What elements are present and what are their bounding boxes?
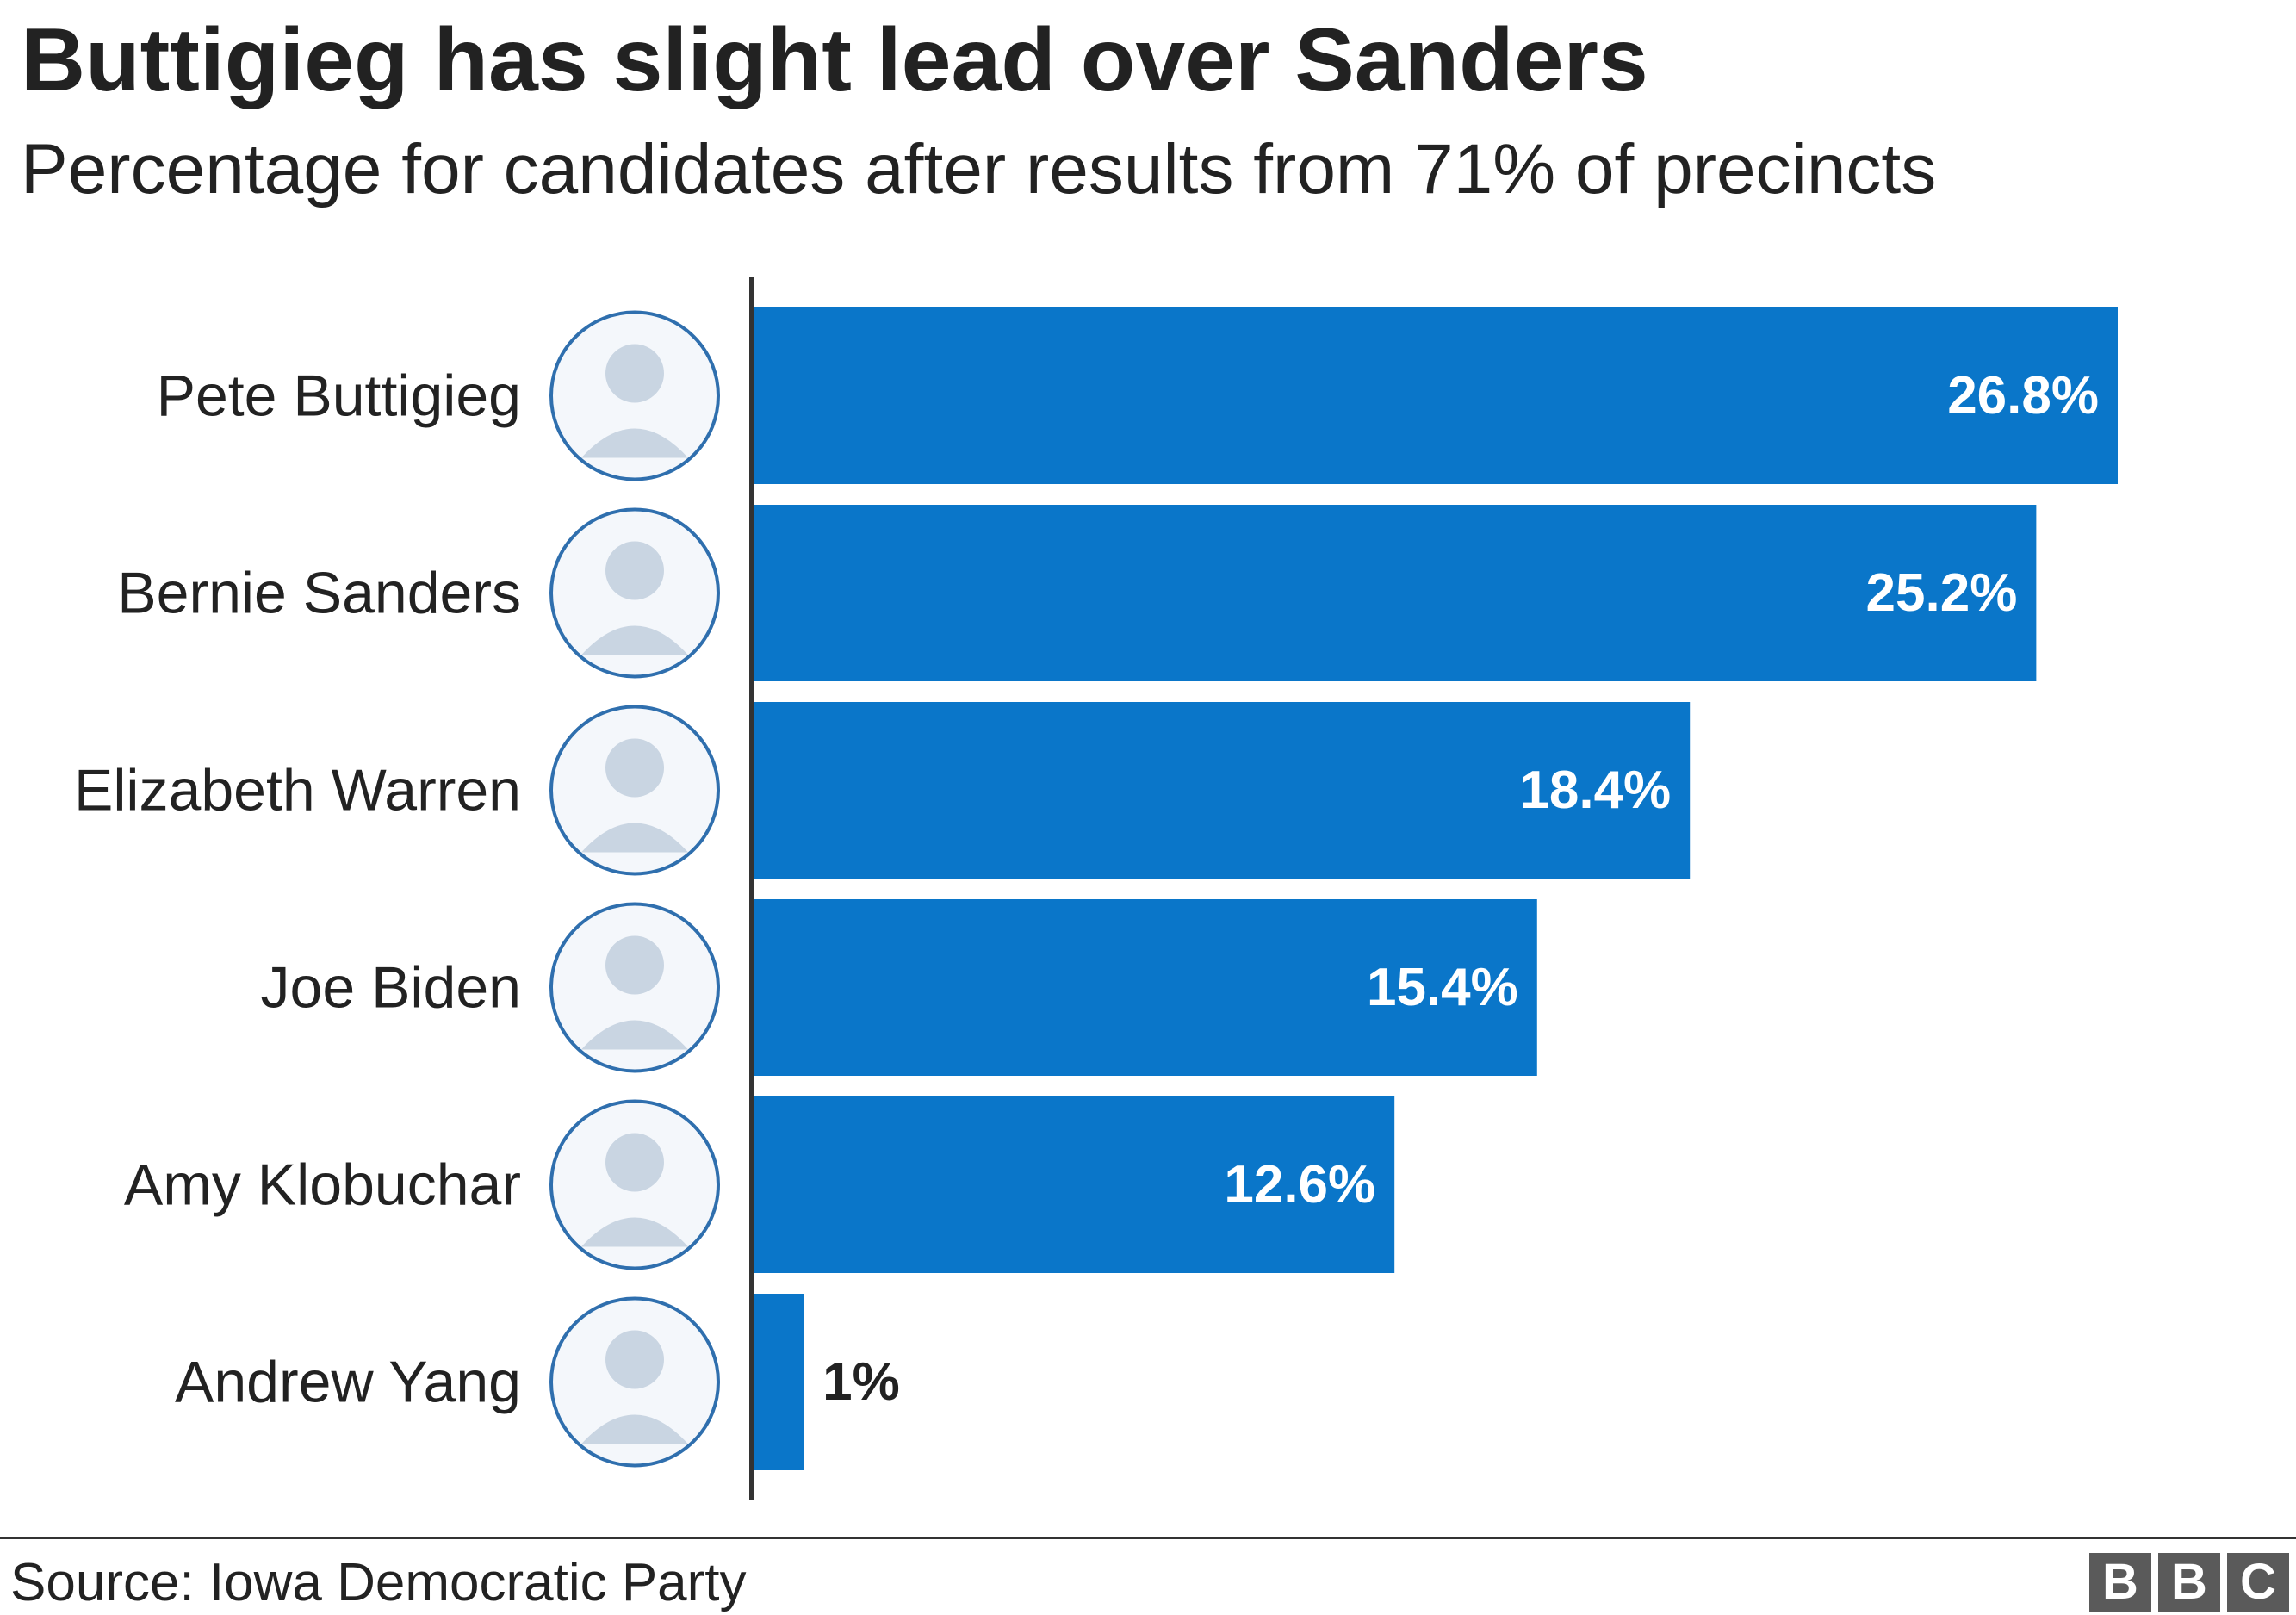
portrait-icon bbox=[549, 902, 720, 1073]
avatar-head bbox=[605, 541, 664, 600]
value-label: 26.8% bbox=[1947, 366, 2099, 425]
avatar-head bbox=[605, 344, 664, 403]
portrait-icon bbox=[549, 1296, 720, 1468]
bar bbox=[753, 505, 2037, 681]
category-label: Elizabeth Warren bbox=[74, 758, 521, 823]
chart-subtitle: Percentage for candidates after results … bbox=[21, 130, 1937, 208]
bbc-logo-letter: B bbox=[2089, 1553, 2151, 1612]
value-label: 25.2% bbox=[1866, 563, 2018, 623]
category-label: Joe Biden bbox=[261, 955, 521, 1021]
category-label: Andrew Yang bbox=[175, 1350, 521, 1415]
avatar-shoulders bbox=[581, 823, 688, 853]
avatar-shoulders bbox=[581, 1020, 688, 1050]
source-note: Source: Iowa Democratic Party bbox=[10, 1553, 747, 1612]
avatar-head bbox=[605, 738, 664, 798]
portrait-icon bbox=[549, 705, 720, 876]
bbc-logo-letter: B bbox=[2158, 1553, 2220, 1612]
category-label: Amy Klobuchar bbox=[124, 1152, 521, 1218]
category-label: Bernie Sanders bbox=[117, 561, 521, 626]
category-label: Pete Buttigieg bbox=[157, 363, 521, 429]
footer-divider bbox=[0, 1537, 2296, 1539]
bar bbox=[753, 1096, 1395, 1273]
avatar-head bbox=[605, 1133, 664, 1192]
portrait-icon bbox=[549, 310, 720, 481]
value-label: 18.4% bbox=[1519, 761, 1671, 820]
bar-chart: Pete Buttigieg 26.8% Bernie Sanders 25.2% El… bbox=[74, 277, 2118, 1500]
bar bbox=[753, 1294, 804, 1470]
portrait-icon bbox=[549, 507, 720, 679]
avatar-head bbox=[605, 935, 664, 995]
avatar-shoulders bbox=[581, 625, 688, 655]
bar bbox=[753, 307, 2118, 484]
bbc-logo: B B C bbox=[2089, 1553, 2289, 1612]
bbc-logo-letter: C bbox=[2227, 1553, 2289, 1612]
avatar-head bbox=[605, 1330, 664, 1389]
avatar-shoulders bbox=[581, 428, 688, 458]
chart-title: Buttigieg has slight lead over Sanders bbox=[21, 10, 1648, 110]
bar bbox=[753, 899, 1537, 1076]
portrait-icon bbox=[549, 1099, 720, 1270]
value-label: 1% bbox=[822, 1352, 900, 1412]
avatar-shoulders bbox=[581, 1217, 688, 1247]
value-label: 12.6% bbox=[1224, 1155, 1375, 1214]
avatar-shoulders bbox=[581, 1414, 688, 1444]
value-label: 15.4% bbox=[1367, 958, 1518, 1017]
bar bbox=[753, 702, 1691, 879]
